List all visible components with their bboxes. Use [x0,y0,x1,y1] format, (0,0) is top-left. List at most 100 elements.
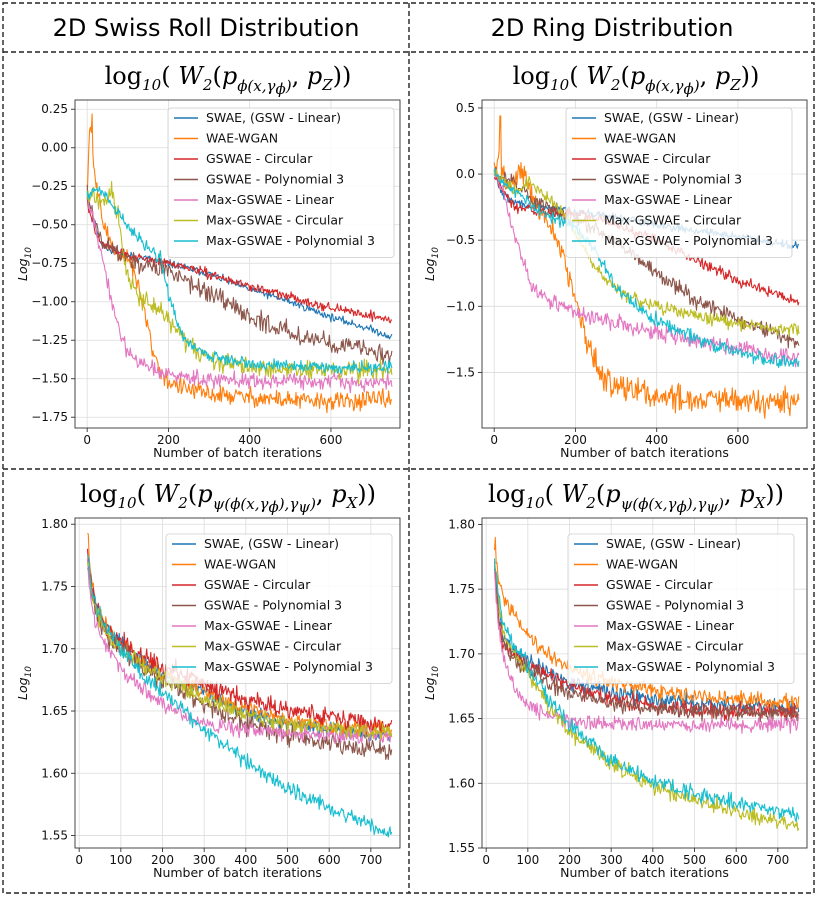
y-axis-label: Log10 [15,666,34,700]
y-tick-label: 0.5 [456,101,475,115]
x-tick-label: 0 [490,433,498,447]
legend-entry: GSWAE - Circular [206,151,313,166]
column-header-ring: 2D Ring Distribution [491,14,734,42]
x-tick-label: 600 [726,433,749,447]
series-line-4 [86,560,393,761]
x-tick-label: 200 [558,853,581,867]
legend-box [565,107,793,258]
legend-entry: GSWAE - Polynomial 3 [206,172,344,187]
legend-entry: Max-GSWAE - Polynomial 3 [204,659,373,674]
series-line-1 [87,195,393,340]
legend-entry: WAE-WGAN [604,131,676,146]
legend-entry: Max-GSWAE - Linear [206,192,335,207]
series-line-2 [493,536,800,712]
series-line-4 [493,167,800,349]
legend-entry: GSWAE - Polynomial 3 [204,598,342,613]
plot-frame [74,99,401,429]
y-tick-label: 1.60 [448,776,475,790]
series-line-5 [86,559,393,745]
legend: SWAE, (GSW - Linear) WAE-WGAN GSWAE - Circ… [167,107,395,258]
series-line-7 [86,554,393,838]
y-tick-label: −1.00 [31,295,68,309]
x-tick-label: 700 [359,853,382,867]
legend-entry: Max-GSWAE - Circular [204,639,342,654]
series-line-3 [86,548,393,735]
legend-entry: SWAE, (GSW - Linear) [604,110,739,125]
x-tick-label: 500 [683,853,706,867]
y-tick-label: −1.50 [31,372,68,386]
legend-entry: Max-GSWAE - Polynomial 3 [604,233,773,248]
panel-title-swiss-top: log10( W2(pϕ(x,γϕ), pZ)) [105,62,352,98]
x-tick-label: 400 [238,433,261,447]
y-tick-label: 0.25 [41,102,68,116]
y-axis-label: Log10 [422,247,441,281]
series-line-2 [86,113,393,414]
series-line-7 [493,168,800,369]
x-tick-label: 600 [318,853,341,867]
plot-frame [481,517,808,849]
y-tick-label: 1.80 [41,517,68,531]
x-tick-label: 100 [516,853,539,867]
x-tick-label: 400 [645,433,668,447]
x-axis-label: Number of batch iterations [153,445,322,460]
x-tick-label: 200 [564,433,587,447]
y-tick-label: −1.75 [31,410,68,424]
x-tick-label: 100 [109,853,132,867]
plot-frame [74,517,401,849]
x-tick-label: 400 [641,853,664,867]
series-line-7 [493,558,800,823]
y-tick-label: 1.60 [41,766,68,780]
y-tick-label: −1.25 [31,333,68,347]
plot-frame [481,99,808,429]
legend-entry: Max-GSWAE - Polynomial 3 [606,659,775,674]
column-header-swiss-roll: 2D Swiss Roll Distribution [53,14,360,42]
y-tick-label: 1.65 [448,712,475,726]
y-tick-label: 1.75 [448,582,475,596]
x-tick-label: 200 [157,433,180,447]
legend-entry: WAE-WGAN [606,557,678,572]
legend-entry: WAE-WGAN [204,557,276,572]
series-line-5 [86,194,393,394]
legend-entry: GSWAE - Circular [604,151,711,166]
panel-title-ring-bottom: log10( W2(pψ(ϕ(x,γϕ),γψ), pX)) [488,480,784,516]
y-tick-label: −0.50 [31,218,68,232]
legend-entry: Max-GSWAE - Circular [604,213,742,228]
series-line-7 [86,186,393,376]
x-tick-label: 300 [600,853,623,867]
x-tick-label: 0 [482,853,490,867]
y-tick-label: −0.75 [31,256,68,270]
panel-title-ring-top: log10( W2(pϕ(x,γϕ), pZ)) [513,62,760,98]
chart-swiss-bottom: 0 100 200 300 400 500 600 700 1.80 1.75 1.70 1.65 1.… [15,517,401,880]
y-tick-label: 0.00 [41,141,68,155]
legend-entry: GSWAE - Circular [606,577,713,592]
series-line-5 [493,169,800,368]
x-tick-label: 400 [234,853,257,867]
y-tick-label: −1.5 [446,365,475,379]
y-tick-label: 1.75 [41,579,68,593]
series-line-6 [493,168,800,338]
y-tick-label: −0.5 [446,233,475,247]
x-tick-label: 0 [75,853,83,867]
legend-entry: SWAE, (GSW - Linear) [606,536,741,551]
x-tick-label: 500 [276,853,299,867]
series-line-5 [493,570,800,734]
y-tick-label: −0.25 [31,179,68,193]
x-tick-label: 200 [151,853,174,867]
y-tick-label: 1.70 [448,647,475,661]
legend-entry: Max-GSWAE - Linear [606,618,735,633]
series-line-6 [86,561,393,740]
y-tick-label: −1.0 [446,299,475,313]
x-tick-label: 0 [83,433,91,447]
legend-entry: SWAE, (GSW - Linear) [206,110,341,125]
chart-ring-top: 0 200 400 600 0.5 0.0 −0.5 −1.0 −1.5 Number of ba… [422,99,808,460]
legend-entry: Max-GSWAE - Circular [206,213,344,228]
legend-entry: GSWAE - Polynomial 3 [604,172,742,187]
x-axis-label: Number of batch iterations [560,445,729,460]
legend-entry: Max-GSWAE - Linear [204,618,333,633]
y-tick-label: 1.55 [448,841,475,855]
y-tick-label: 0.0 [456,167,475,181]
y-tick-label: 1.55 [41,829,68,843]
legend-box [567,533,795,684]
x-tick-label: 600 [319,433,342,447]
